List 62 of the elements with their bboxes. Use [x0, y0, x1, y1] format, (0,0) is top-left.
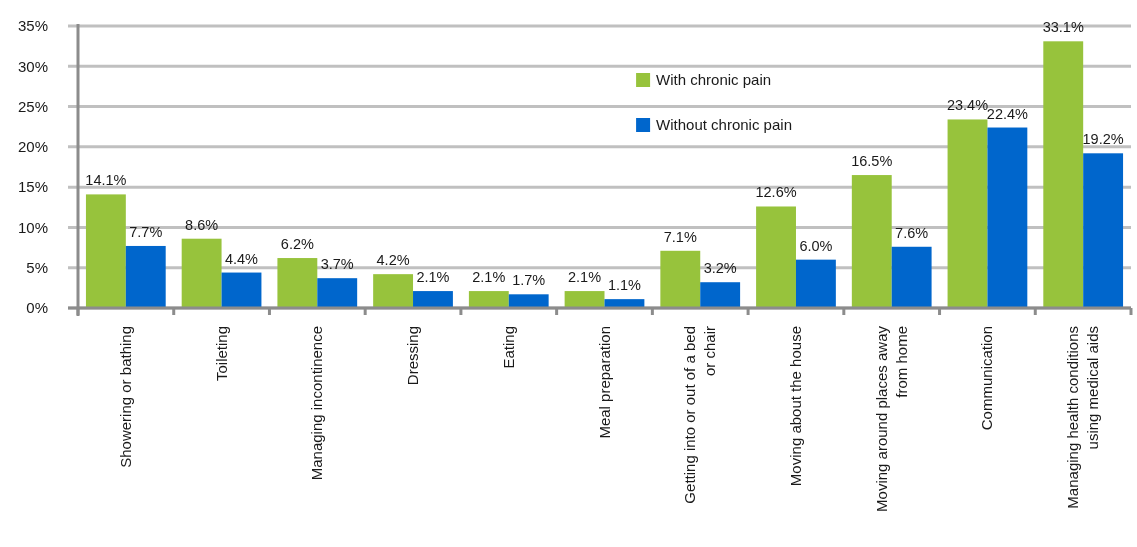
- data-label: 2.1%: [472, 269, 506, 286]
- data-label: 4.2%: [376, 252, 410, 269]
- bar: [468, 291, 509, 308]
- data-label: 19.2%: [1082, 131, 1124, 148]
- data-label: 14.1%: [85, 172, 127, 189]
- bar: [947, 119, 988, 308]
- y-tick-label: 0%: [26, 299, 48, 317]
- x-tick-label: Moving about the house: [786, 326, 804, 487]
- data-label: 12.6%: [755, 184, 797, 201]
- data-label: 33.1%: [1042, 19, 1084, 36]
- data-label: 8.6%: [185, 216, 219, 233]
- bar: [756, 206, 796, 308]
- y-tick-label: 30%: [17, 57, 48, 75]
- bar: [181, 238, 222, 308]
- x-tick-label: Getting into or out of a bed or chair: [681, 326, 719, 504]
- bar: [660, 250, 701, 308]
- data-label: 4.4%: [224, 250, 259, 267]
- data-label: 7.1%: [663, 228, 697, 245]
- bar: [373, 274, 414, 308]
- legend-label: With chronic pain: [656, 71, 772, 89]
- data-label: 1.1%: [607, 277, 642, 294]
- x-tick-label: Showering or bathing: [116, 326, 134, 468]
- bar: [317, 278, 358, 308]
- bar: [987, 127, 1028, 308]
- y-tick-label: 5%: [26, 258, 48, 276]
- bar: [508, 294, 549, 308]
- bar: [85, 194, 126, 308]
- bar: [564, 291, 605, 308]
- x-tick-label: Managing health conditions using medical aids: [1064, 326, 1102, 509]
- data-label: 3.7%: [320, 256, 354, 273]
- x-tick-label: Dressing: [404, 326, 422, 386]
- data-label: 2.1%: [416, 269, 450, 286]
- bar: [221, 272, 262, 308]
- y-tick-label: 35%: [17, 17, 48, 35]
- bar: [795, 259, 836, 308]
- bar: [700, 282, 741, 308]
- legend-label: Without chronic pain: [656, 116, 792, 134]
- bar: [1043, 41, 1084, 308]
- bar: [1083, 153, 1124, 308]
- x-tick-label: Eating: [499, 326, 517, 369]
- x-tick-label: Moving around places away from home: [872, 325, 910, 512]
- data-label: 3.2%: [703, 260, 737, 277]
- data-label: 16.5%: [851, 153, 893, 170]
- x-tick-label: Managing incontinence: [308, 326, 326, 481]
- data-label: 6.2%: [280, 236, 314, 253]
- data-label: 7.6%: [895, 224, 929, 241]
- x-tick-label: Toileting: [212, 326, 230, 382]
- data-label: 6.0%: [799, 237, 833, 254]
- data-label: 7.7%: [129, 223, 163, 240]
- y-tick-label: 25%: [17, 97, 48, 115]
- x-tick-label: Communication: [978, 326, 996, 431]
- bar: [277, 258, 318, 308]
- bar: [413, 291, 453, 308]
- y-tick-label: 15%: [17, 178, 48, 196]
- y-tick-label: 20%: [17, 138, 48, 156]
- data-label: 2.1%: [568, 269, 602, 286]
- y-tick-label: 10%: [17, 218, 48, 236]
- bar: [891, 246, 932, 308]
- data-label: 1.7%: [512, 272, 546, 289]
- bar: [125, 245, 166, 308]
- x-tick-label: Meal preparation: [595, 326, 613, 439]
- bar: [851, 175, 892, 308]
